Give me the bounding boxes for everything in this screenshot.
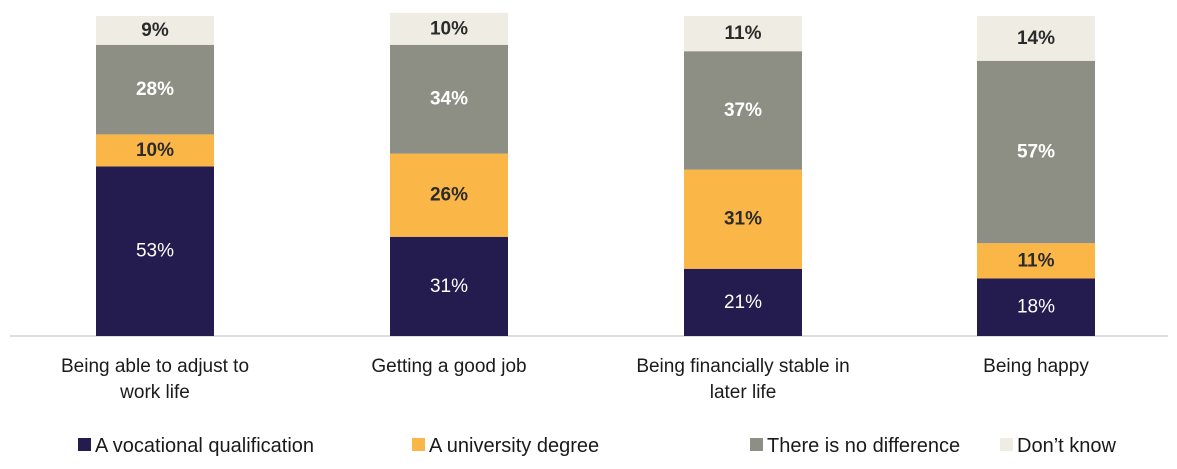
bar-segment <box>96 166 214 336</box>
data-label: 31% <box>724 209 762 230</box>
category-labels: Being able to adjust to work life Getting … <box>61 356 1089 403</box>
data-label: 18% <box>1017 297 1055 318</box>
segment-labels: 53% 10% 28% 9% 31% 26% 34% 10% 21% 31% 37% 11% 18% 11… <box>136 18 1055 317</box>
legend-swatch <box>78 438 91 451</box>
data-label: 34% <box>430 89 468 110</box>
legend: A vocational qualification A university d… <box>78 435 1116 457</box>
data-label: 57% <box>1017 142 1055 163</box>
bar-segment <box>684 16 802 52</box>
data-label: 28% <box>136 79 174 100</box>
legend-label: There is no difference <box>767 435 960 457</box>
bar-segment <box>96 134 214 167</box>
data-label: 21% <box>724 292 762 313</box>
category-label: Getting a good job <box>371 356 526 377</box>
legend-swatch <box>412 438 425 451</box>
bar-segment <box>977 16 1095 61</box>
bar-segment <box>684 51 802 170</box>
bar-segment <box>684 169 802 269</box>
legend-label: A vocational qualification <box>95 435 314 457</box>
data-label: 53% <box>136 241 174 262</box>
category-label: Being financially stable in later life <box>636 356 849 403</box>
data-label: 9% <box>141 20 169 41</box>
data-label: 37% <box>724 100 762 121</box>
bar-segment <box>390 236 508 336</box>
bar-segment <box>96 16 214 45</box>
bar-segment <box>977 60 1095 244</box>
bar-segment <box>390 44 508 154</box>
bar-segment <box>977 278 1095 336</box>
data-label: 14% <box>1017 28 1055 49</box>
legend-label: Don’t know <box>1017 435 1116 457</box>
bar-segment <box>390 12 508 45</box>
data-label: 10% <box>430 18 468 39</box>
data-label: 31% <box>430 276 468 297</box>
data-label: 10% <box>136 140 174 161</box>
category-label: Being able to adjust to work life <box>61 356 249 403</box>
data-label: 11% <box>725 23 762 44</box>
bar-segment <box>96 44 214 135</box>
bar-segment <box>390 153 508 237</box>
data-label: 26% <box>430 185 468 206</box>
bar-segment <box>684 268 802 336</box>
data-label: 11% <box>1018 250 1055 271</box>
legend-label: A university degree <box>429 435 599 457</box>
legend-swatch <box>750 438 763 451</box>
legend-swatch <box>1000 438 1013 451</box>
category-label: Being happy <box>983 356 1089 377</box>
bar-segment <box>977 243 1095 279</box>
bars <box>96 12 1095 336</box>
